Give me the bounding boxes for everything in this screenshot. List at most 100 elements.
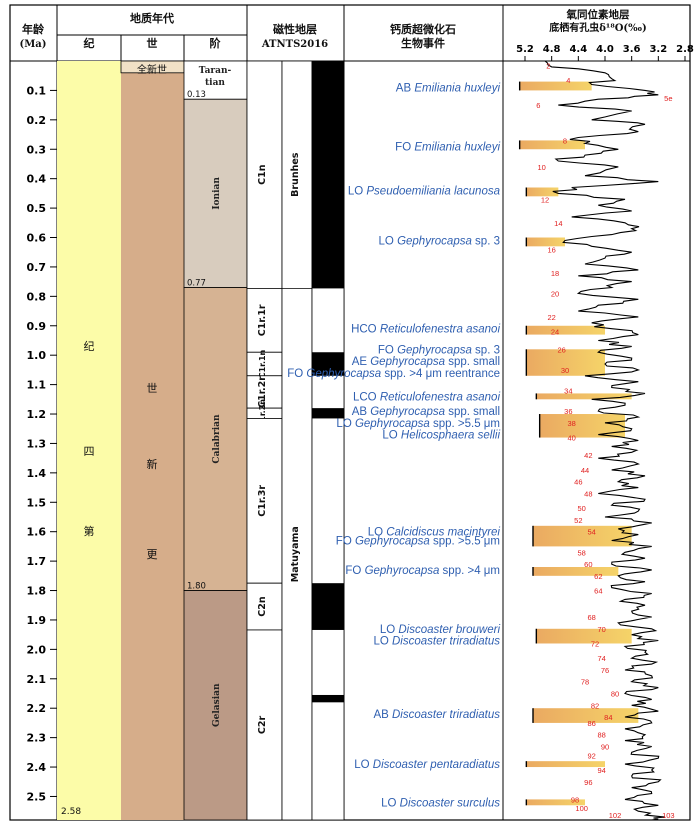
bio-event-label: FO Emiliania huxleyi — [395, 141, 500, 153]
mis-stage-label: 60 — [584, 560, 592, 569]
stage-label: Calabrian — [212, 414, 222, 464]
mis-stage-label: 6 — [536, 101, 540, 110]
bio-event-label: FO Gephyrocapsa sp. 3 — [378, 344, 500, 356]
age-tick-label: 1.0 — [27, 349, 47, 362]
period-char: 纪 — [84, 340, 95, 353]
mis-stage-label: 58 — [577, 548, 585, 557]
mis-stage-label: 103 — [662, 811, 675, 820]
isotope-tick-label: 5.2 — [516, 44, 534, 55]
mis-stage-label: 78 — [581, 678, 589, 687]
holocene-label: 全新世 — [137, 63, 167, 76]
epoch-char: 新 — [147, 457, 158, 471]
mis-stage-label: 102 — [609, 811, 622, 820]
magnetostratigraphy-header: 磁性地层 — [273, 22, 317, 36]
age-tick-label: 2.5 — [27, 790, 47, 803]
event-age-bar — [519, 140, 585, 150]
bio-event-label: FO Gephyrocapsa spp. >4 μm — [345, 565, 500, 577]
bio-event-label: LO Gephyrocapsa sp. 3 — [379, 235, 500, 247]
age-tick-label: 1.1 — [27, 379, 47, 392]
bio-event-label: LO Calcidiscus macintyrei — [368, 527, 501, 539]
mis-stage-label: 74 — [597, 654, 605, 663]
mis-stage-label: 90 — [601, 742, 609, 751]
period-header: 纪 — [84, 36, 95, 50]
stage-taran — [183, 60, 248, 100]
stage-header: 阶 — [210, 36, 222, 50]
mis-stage-label: 8 — [563, 136, 567, 145]
event-age-bar — [526, 187, 559, 197]
age-tick-label: 0.5 — [27, 202, 47, 215]
mis-stage-label: 76 — [601, 666, 609, 675]
chron-label: C2n — [257, 596, 268, 617]
geologic-time-header: 地质年代 — [130, 11, 174, 25]
age-tick-label: 1.5 — [27, 496, 47, 509]
mis-stage-label: 64 — [594, 587, 602, 596]
mis-stage-label: 40 — [567, 434, 575, 443]
stage-gelasian — [183, 590, 248, 821]
event-age-bar — [533, 567, 619, 576]
age-tick-label: 0.4 — [27, 173, 47, 186]
bio-event-label: FO Gephyrocapsa spp. >5.5 μm — [336, 536, 500, 548]
mis-stage-label: 50 — [577, 504, 585, 513]
stage-column: Taran-tian Ionian Calabrian Gelasian 0.13 0.7… — [183, 60, 248, 821]
bio-event-label: HCO Reticulofenestra asanoi — [351, 324, 500, 336]
age-tick-label: 0.8 — [27, 290, 47, 303]
isotope-tick-label: 4.0 — [596, 44, 614, 55]
bio-event-label: LO Discoaster pentaradiatus — [354, 759, 500, 771]
event-age-bar — [526, 349, 605, 376]
outer-frame — [9, 4, 691, 821]
mis-stage-label: 98 — [571, 795, 579, 804]
chron-label: C1r.2n — [258, 399, 267, 428]
bio-event-label: LO Discoaster surculus — [381, 797, 500, 809]
bio-events-column: AB Emiliania huxleyi FO Emiliania huxleyi… — [287, 82, 500, 809]
chron-cell — [246, 375, 283, 409]
normal-polarity-block — [312, 583, 344, 630]
stage-ionian — [183, 98, 248, 288]
epoch-header: 世 — [147, 36, 158, 50]
mis-stage-label: 26 — [557, 345, 565, 354]
mis-stage-label: 96 — [584, 778, 592, 787]
matuyama-label: Matuyama — [290, 526, 301, 582]
isotope-tick-label: 3.6 — [623, 44, 641, 55]
mis-stage-label: 44 — [581, 466, 589, 475]
stage-label: Ionian — [212, 177, 222, 210]
epoch-char: 世 — [147, 382, 158, 395]
mis-stage-label: 10 — [537, 163, 545, 172]
stage-calabrian — [183, 287, 248, 591]
mis-stage-label: 12 — [541, 195, 549, 204]
bio-event-label: LCO Reticulofenestra asanoi — [353, 391, 500, 403]
age-tick-label: 2.1 — [27, 673, 47, 686]
mis-stage-label: 80 — [611, 690, 619, 699]
event-age-bar — [519, 81, 592, 91]
event-age-bar — [533, 708, 639, 723]
normal-polarity-block — [312, 61, 344, 289]
chron-label: C1r.2r — [257, 376, 268, 408]
bio-event-label: LO Helicosphaera sellii — [382, 430, 500, 442]
chron-label: C1r.3r — [257, 485, 268, 517]
mis-stage-label: 94 — [597, 766, 605, 775]
isotope-header: 氧同位素地层 — [566, 8, 630, 21]
event-age-bar — [526, 237, 565, 247]
age-unit: (Ma) — [19, 39, 46, 50]
quaternary-fill — [57, 61, 121, 820]
boundary-label: 0.77 — [187, 279, 206, 289]
isotope-subheader: 底栖有孔虫δ¹⁸O(‰) — [549, 21, 646, 34]
chron-label: C2r — [257, 716, 268, 735]
mis-stage-label: 2 — [546, 61, 550, 70]
event-age-bar — [526, 761, 605, 768]
mis-stage-label: 42 — [584, 451, 592, 460]
mis-stage-label: 46 — [574, 478, 582, 487]
bio-event-label: AB Emiliania huxleyi — [396, 82, 501, 94]
mis-stage-label: 92 — [587, 751, 595, 760]
age-tick-label: 2.0 — [27, 643, 47, 656]
age-tick-label: 1.3 — [27, 437, 47, 450]
chron-label: C1n — [257, 164, 268, 185]
mis-stage-label: 62 — [594, 572, 602, 581]
normal-polarity-block — [312, 694, 344, 703]
mis-stage-label: 16 — [547, 245, 555, 254]
mis-stage-label: 18 — [551, 269, 559, 278]
bio-event-header: 生物事件 — [401, 36, 445, 50]
mis-stage-label: 88 — [597, 731, 605, 740]
age-tick-label: 1.7 — [27, 555, 47, 568]
